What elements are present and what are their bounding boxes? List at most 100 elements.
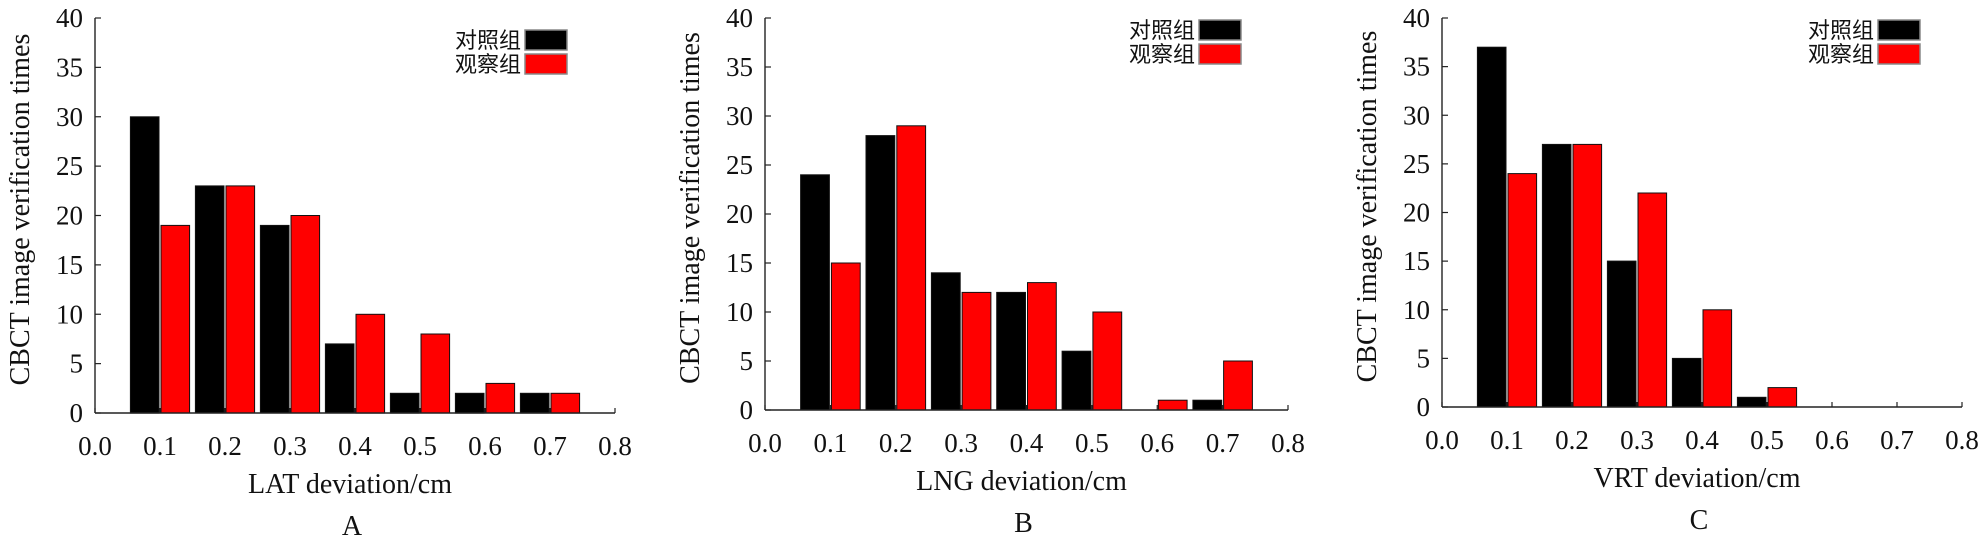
bar-observation — [225, 185, 256, 414]
legend-swatch-control — [1198, 19, 1242, 41]
x-tick-label: 0.3 — [944, 428, 978, 458]
bar-control — [1671, 357, 1702, 408]
bar-control — [519, 392, 550, 414]
y-axis-label: CBCT image verification times — [675, 32, 706, 384]
x-tick-label: 0.4 — [1010, 428, 1044, 458]
x-tick-label: 0.2 — [208, 431, 242, 461]
y-tick-label: 25 — [1403, 149, 1430, 179]
bar-control — [389, 392, 420, 414]
y-tick-label: 5 — [70, 349, 84, 379]
x-tick-label: 0.7 — [533, 431, 567, 461]
x-tick-label: 0.4 — [1685, 425, 1719, 455]
bar-control — [1736, 396, 1767, 408]
legend-label-control: 对照组 — [1808, 19, 1874, 44]
x-tick-label: 0.1 — [1490, 425, 1524, 455]
bar-observation — [896, 125, 927, 411]
y-tick-label: 30 — [56, 102, 83, 132]
y-tick-label: 35 — [56, 52, 83, 82]
x-tick-label: 0.3 — [1620, 425, 1654, 455]
bar-control — [1061, 350, 1092, 411]
bar-control — [930, 272, 961, 411]
chart-panel-A: 0 5 10 15 20 25 30 35 40 0.0 0.1 0.2 0.3 0.4 0.5 0.6 0.7… — [5, 3, 632, 538]
x-tick-label: 0.5 — [1075, 428, 1109, 458]
bar-control — [194, 185, 225, 414]
bar-observation — [1157, 399, 1188, 411]
x-tick-label: 0.5 — [1750, 425, 1784, 455]
x-tick-label: 0.0 — [1425, 425, 1459, 455]
y-tick-label: 25 — [726, 150, 753, 180]
x-tick-label: 0.0 — [748, 428, 782, 458]
panel-label: A — [342, 511, 363, 538]
bar-observation — [1507, 173, 1538, 408]
bar-observation — [1092, 311, 1123, 411]
legend-swatch-control — [1877, 19, 1921, 41]
legend-swatch-observation — [1877, 43, 1921, 65]
bar-observation — [355, 313, 386, 414]
panel-label: C — [1690, 505, 1709, 536]
y-tick-label: 10 — [1403, 295, 1430, 325]
bar-control — [454, 392, 485, 414]
bar-observation — [485, 382, 516, 414]
bar-observation — [1027, 282, 1057, 411]
bar-control — [1541, 143, 1572, 408]
chart-panel-C: 0 5 10 15 20 25 30 35 40 0.0 0.1 0.2 0.3 0.4 0.5 0.6 0.7… — [1352, 3, 1979, 536]
x-tick-label: 0.6 — [468, 431, 502, 461]
y-tick-label: 0 — [70, 398, 84, 428]
bar-control — [1606, 260, 1637, 408]
y-tick-label: 5 — [740, 346, 754, 376]
y-tick-label: 0 — [1417, 392, 1431, 422]
x-tick-label: 0.2 — [879, 428, 913, 458]
y-tick-label: 30 — [726, 101, 753, 131]
bar-control — [1192, 399, 1223, 411]
x-axis-label: LNG deviation/cm — [916, 466, 1127, 497]
y-tick-label: 20 — [1403, 198, 1430, 228]
chart-panel-B: 0 5 10 15 20 25 30 35 40 0.0 0.1 0.2 0.3 0.4 0.5 0.6 0.7… — [675, 3, 1305, 538]
y-axis-label: CBCT image verification times — [1352, 31, 1383, 383]
x-tick-label: 0.8 — [1945, 425, 1979, 455]
x-axis-label: LAT deviation/cm — [248, 469, 452, 500]
x-tick-label: 0.6 — [1815, 425, 1849, 455]
bar-control — [800, 174, 830, 411]
bar-observation — [1223, 360, 1253, 411]
bar-control — [865, 135, 896, 411]
y-tick-label: 10 — [56, 299, 83, 329]
y-tick-label: 40 — [56, 3, 83, 33]
x-tick-label: 0.8 — [598, 431, 632, 461]
y-tick-label: 10 — [726, 297, 753, 327]
legend-label-observation: 观察组 — [1808, 43, 1874, 68]
x-axis-label: VRT deviation/cm — [1594, 463, 1801, 494]
bar-observation — [550, 392, 581, 414]
x-tick-label: 0.7 — [1880, 425, 1914, 455]
y-tick-label: 25 — [56, 151, 83, 181]
x-tick-label: 0.8 — [1271, 428, 1305, 458]
y-tick-label: 5 — [1417, 343, 1431, 373]
bar-observation — [290, 215, 321, 414]
x-tick-label: 0.3 — [273, 431, 307, 461]
bar-control — [259, 224, 290, 414]
legend-label-observation: 观察组 — [1129, 43, 1195, 68]
x-tick-label: 0.2 — [1555, 425, 1589, 455]
legend-label-control: 对照组 — [1129, 19, 1195, 44]
x-tick-label: 0.7 — [1206, 428, 1240, 458]
y-tick-label: 40 — [726, 3, 753, 33]
x-tick-label: 0.1 — [814, 428, 848, 458]
y-tick-label: 30 — [1403, 100, 1430, 130]
y-tick-label: 35 — [1403, 52, 1430, 82]
legend-swatch-observation — [524, 53, 568, 75]
y-tick-label: 20 — [726, 199, 753, 229]
x-tick-label: 0.6 — [1140, 428, 1174, 458]
y-tick-label: 15 — [1403, 246, 1430, 276]
bar-control — [996, 291, 1027, 411]
y-tick-label: 15 — [726, 248, 753, 278]
x-tick-label: 0.0 — [78, 431, 112, 461]
y-tick-label: 35 — [726, 52, 753, 82]
y-tick-label: 20 — [56, 201, 83, 231]
y-tick-label: 40 — [1403, 3, 1430, 33]
y-axis-label: CBCT image verification times — [5, 34, 36, 386]
x-tick-label: 0.1 — [143, 431, 177, 461]
bar-control — [129, 116, 160, 414]
legend-swatch-control — [524, 29, 568, 51]
bar-observation — [830, 262, 861, 411]
y-tick-label: 15 — [56, 250, 83, 280]
